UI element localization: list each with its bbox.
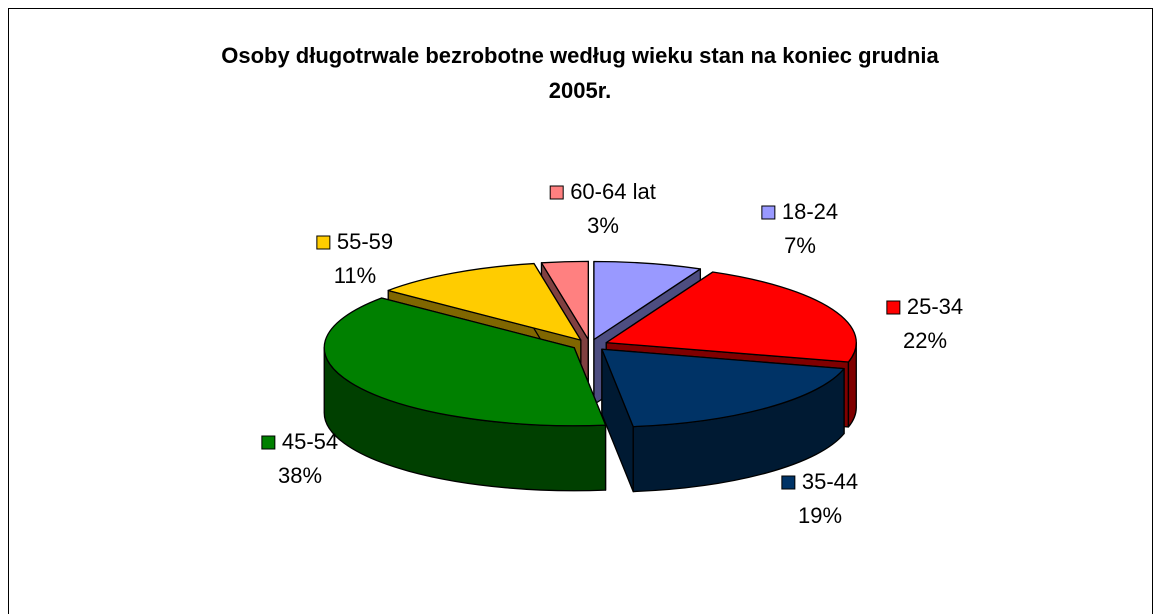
label-category: 55-59 xyxy=(337,229,393,254)
label-value: 7% xyxy=(784,233,816,258)
slice xyxy=(540,260,589,341)
label-value: 3% xyxy=(587,213,619,238)
label-category: 18-24 xyxy=(782,199,838,224)
chart-frame xyxy=(8,8,1153,614)
chart-title: Osoby długotrwale bezrobotne według wiek… xyxy=(221,43,939,103)
legend-key xyxy=(761,205,776,220)
legend-key xyxy=(886,300,901,315)
slice xyxy=(601,348,845,428)
label-value: 38% xyxy=(278,463,322,488)
slice xyxy=(593,260,702,341)
label-category: 25-34 xyxy=(907,294,963,319)
label-value: 11% xyxy=(334,263,376,288)
label-value: 19% xyxy=(798,503,842,528)
slice xyxy=(605,271,857,363)
legend-key xyxy=(549,185,564,200)
slice xyxy=(323,297,607,427)
label-category: 60-64 lat xyxy=(570,179,656,204)
legend-key xyxy=(781,475,796,490)
label-category: 35-44 xyxy=(802,469,858,494)
legend-key xyxy=(261,435,276,450)
slice xyxy=(387,262,582,341)
legend-key xyxy=(316,235,331,250)
label-value: 22% xyxy=(903,328,947,353)
label-category: 45-54 xyxy=(282,429,338,454)
